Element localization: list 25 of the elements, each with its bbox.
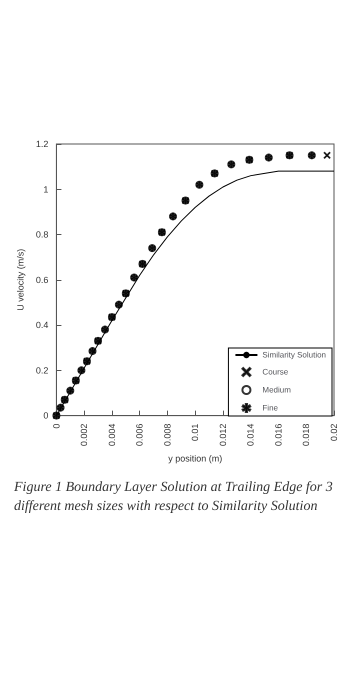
y-tick-label: 0 — [43, 410, 48, 421]
y-tick-label: 0.8 — [36, 230, 48, 240]
x-tick-label: 0.004 — [106, 424, 117, 446]
y-tick-label: 1 — [43, 184, 48, 194]
x-tick-label: 0.016 — [273, 424, 284, 446]
x-tick-label: 0.02 — [329, 424, 339, 442]
legend-label: Fine — [262, 404, 279, 412]
legend-label: Course — [262, 368, 289, 376]
x-tick-label: 0.006 — [134, 424, 145, 446]
x-tick-label: 0.002 — [79, 424, 90, 446]
x-tick-label: 0.008 — [162, 424, 172, 446]
y-axis-title: U velocity (m/s) — [16, 248, 26, 311]
legend-label: Medium — [262, 386, 292, 394]
x-tick-label: 0.014 — [246, 424, 256, 446]
x-axis-title: y position (m) — [168, 454, 222, 464]
x-tick-label: 0.018 — [301, 424, 312, 446]
y-tick-label: 0.2 — [36, 365, 48, 376]
caption: Figure 1 Boundary Layer Solution at Trailing Edge for 3 different mesh sizes with respect to Similarity Solution — [14, 479, 334, 516]
x-tick-label: 0.01 — [190, 424, 200, 442]
y-tick-label: 0.6 — [36, 274, 48, 285]
x-tick-label: 0 — [51, 424, 62, 429]
legend-label: Similarity Solution — [262, 350, 326, 360]
y-tick-label: 0.4 — [36, 320, 48, 330]
y-tick-label: 1.2 — [36, 139, 48, 149]
x-tick-label: 0.012 — [218, 424, 228, 446]
